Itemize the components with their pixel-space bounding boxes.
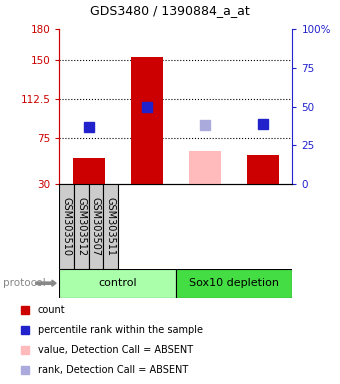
Text: protocol: protocol (3, 278, 46, 288)
Text: percentile rank within the sample: percentile rank within the sample (37, 325, 203, 335)
Bar (89, 184, 103, 269)
Bar (131, 57, 163, 184)
Text: count: count (37, 305, 65, 314)
Text: control: control (98, 278, 137, 288)
Bar (59, 269, 176, 298)
Bar (103, 184, 118, 269)
Text: GSM303507: GSM303507 (91, 197, 101, 256)
Text: GSM303511: GSM303511 (105, 197, 116, 256)
Bar (73, 158, 105, 184)
Text: value, Detection Call = ABSENT: value, Detection Call = ABSENT (37, 345, 193, 355)
Bar (74, 184, 89, 269)
Text: rank, Detection Call = ABSENT: rank, Detection Call = ABSENT (37, 365, 188, 375)
Text: GDS3480 / 1390884_a_at: GDS3480 / 1390884_a_at (90, 4, 250, 17)
Bar (176, 269, 292, 298)
Text: GSM303510: GSM303510 (62, 197, 72, 256)
Text: Sox10 depletion: Sox10 depletion (189, 278, 279, 288)
Text: GSM303512: GSM303512 (76, 197, 86, 256)
Bar (59, 184, 74, 269)
Bar (189, 151, 221, 184)
Bar (247, 155, 279, 184)
